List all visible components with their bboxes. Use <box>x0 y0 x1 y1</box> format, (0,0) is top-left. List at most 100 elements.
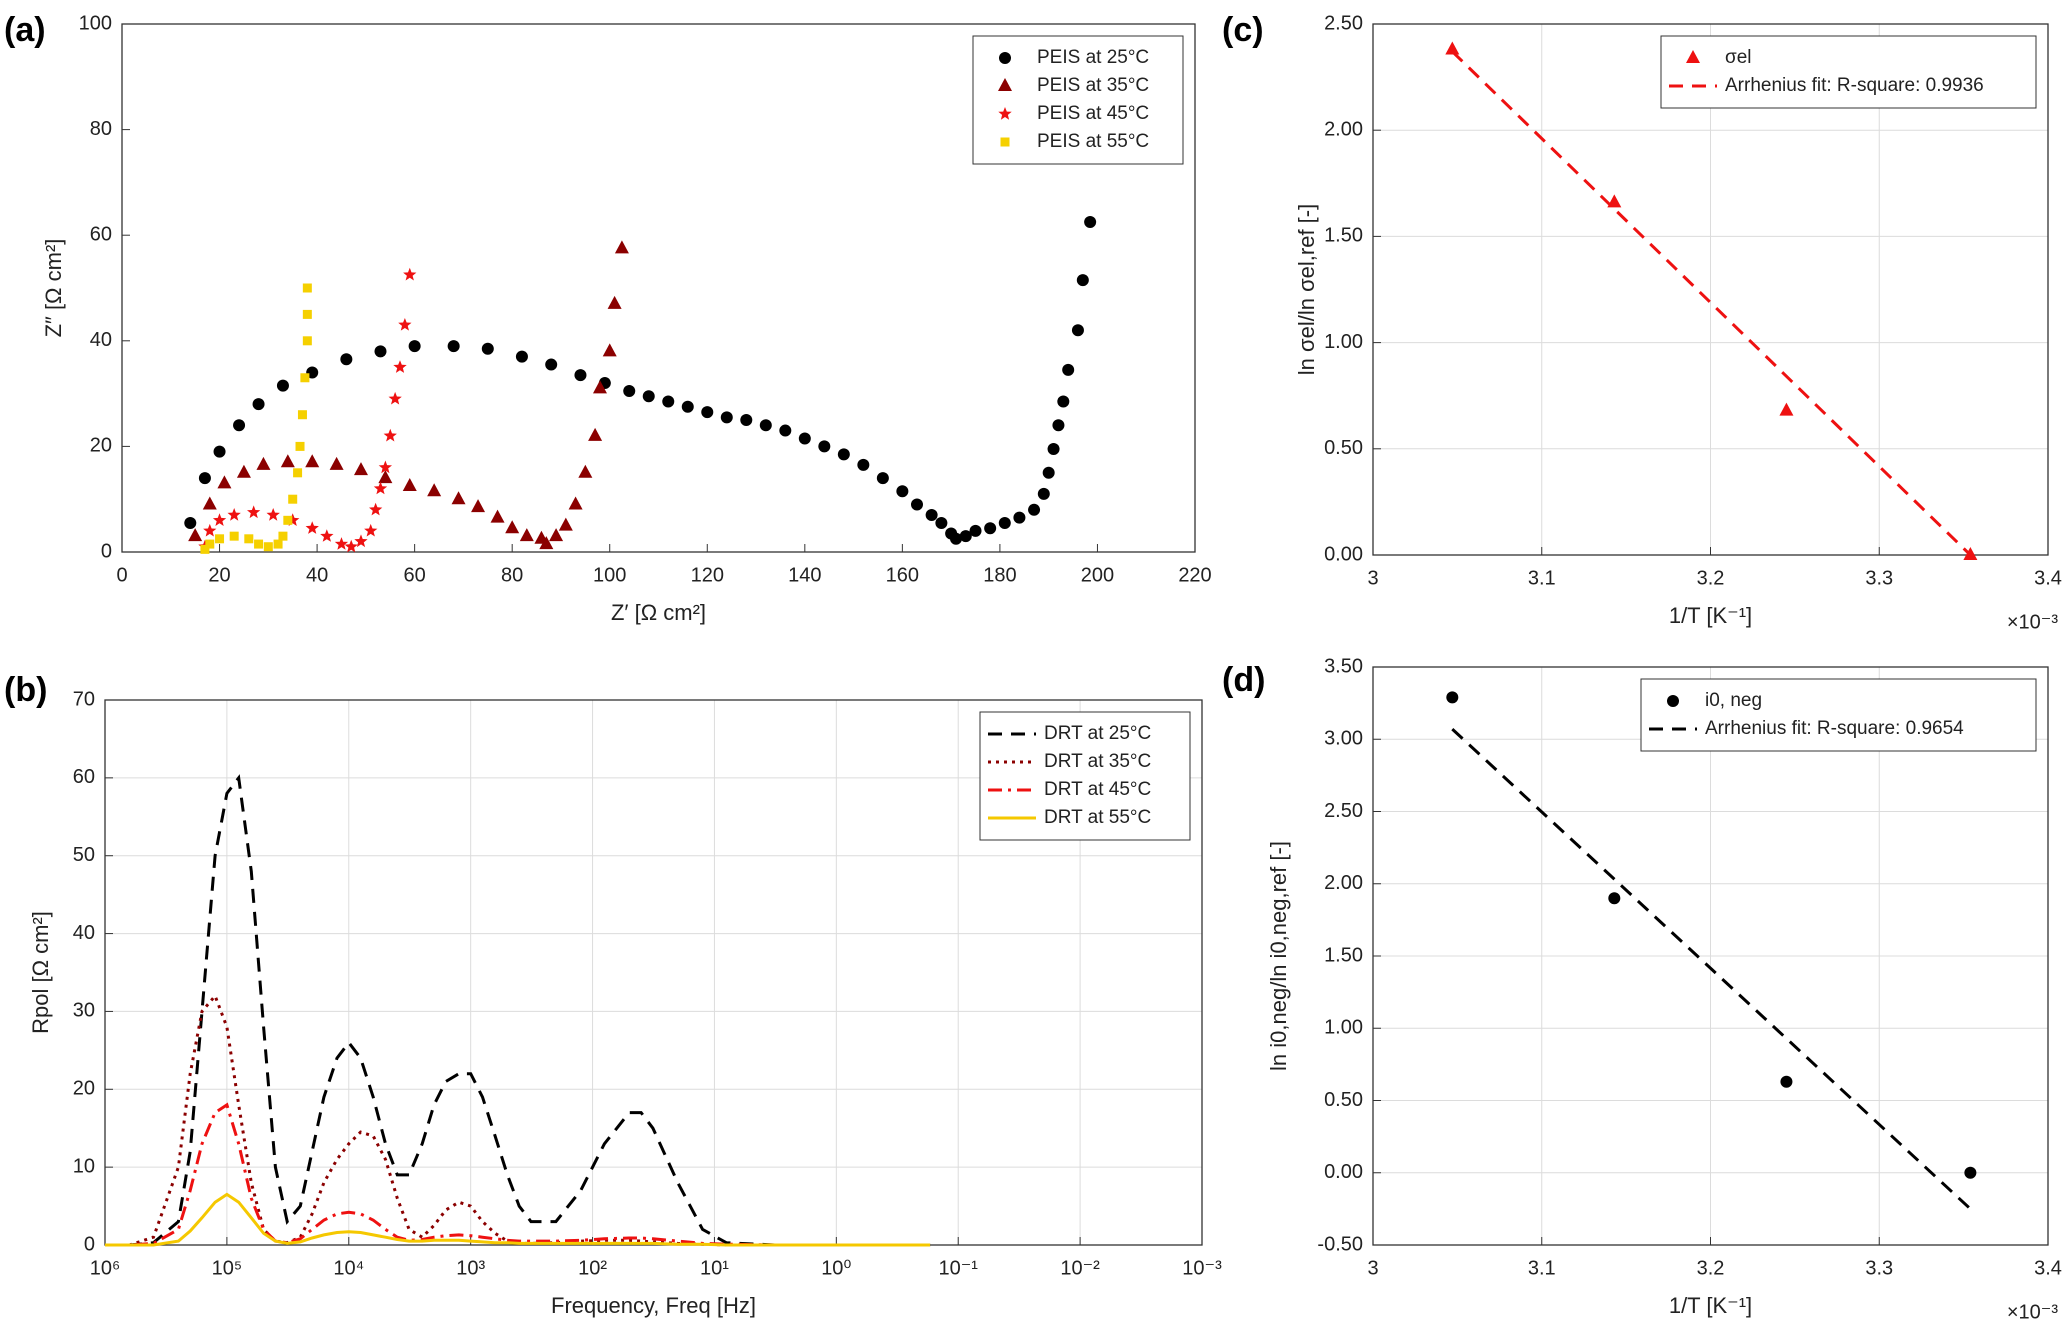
point <box>539 536 554 550</box>
point <box>896 485 909 498</box>
x-tick-label: 20 <box>208 564 230 586</box>
point <box>935 516 948 529</box>
point <box>1964 1166 1977 1179</box>
point <box>203 523 217 537</box>
point <box>568 496 583 510</box>
point <box>286 513 300 526</box>
y-tick-label: 1.00 <box>1324 331 1363 353</box>
point <box>925 509 938 522</box>
y-tick-label: 2.00 <box>1324 118 1363 140</box>
axes-box <box>1372 23 2049 556</box>
x-tick-label: 10⁰ <box>821 1257 851 1279</box>
x-tick-label: 220 <box>1178 564 1211 586</box>
point <box>490 509 505 523</box>
point <box>278 531 288 541</box>
legend-box <box>1640 678 2037 752</box>
y-tick-label: 50 <box>73 844 95 866</box>
point <box>798 432 811 445</box>
x-tick-label: 200 <box>1081 564 1114 586</box>
point <box>354 534 368 548</box>
point <box>252 398 265 411</box>
y-tick-label: 0.00 <box>1324 543 1363 565</box>
x-tick-label: 10³ <box>456 1257 485 1279</box>
y-axis-label: Rpol [Ω cm²] <box>28 911 53 1034</box>
point <box>305 454 320 468</box>
axes-box <box>1372 666 2049 1246</box>
y-tick-label: 40 <box>90 329 112 351</box>
x-multiplier: ×10⁻³ <box>2007 611 2058 633</box>
x-axis-label: 1/T [K⁻¹] <box>1669 1293 1752 1318</box>
y-tick-label: 80 <box>90 118 112 140</box>
point <box>403 267 417 281</box>
point <box>254 539 264 549</box>
y-axis-label: ln i0,neg/ln i0,neg,ref [-] <box>1266 841 1291 1071</box>
point <box>1608 892 1621 905</box>
x-tick-label: 10⁵ <box>212 1257 243 1279</box>
point <box>910 498 923 511</box>
x-tick-label: 180 <box>983 564 1016 586</box>
point <box>558 517 573 531</box>
point <box>378 460 392 474</box>
point <box>402 478 417 491</box>
point <box>1445 41 1460 55</box>
point <box>779 424 792 437</box>
point <box>229 531 239 541</box>
legend-marker <box>998 107 1012 120</box>
legend-label: Arrhenius fit: R-square: 0.9654 <box>1705 718 1964 739</box>
x-tick-label: 100 <box>593 564 626 586</box>
point <box>549 528 564 542</box>
panel: 3 3.1 3.2 3.3 3.4 -0.50 0.00 0.50 1.00 1.50 2.00 2.… <box>1222 655 2062 1323</box>
point <box>408 340 421 353</box>
point <box>857 458 870 471</box>
point <box>1047 443 1060 456</box>
y-tick-label: 30 <box>73 1000 95 1022</box>
point <box>256 456 271 470</box>
legend-marker <box>1686 50 1700 63</box>
point <box>344 539 358 553</box>
point <box>227 508 241 521</box>
point <box>614 240 629 254</box>
point <box>215 534 225 544</box>
y-tick-label: 1.00 <box>1324 1017 1363 1039</box>
point <box>217 475 232 489</box>
point <box>236 464 251 478</box>
point <box>602 343 617 357</box>
x-tick-label: 3 <box>1367 1257 1378 1279</box>
point <box>681 400 694 413</box>
legend-label: DRT at 45°C <box>1044 779 1151 800</box>
y-tick-label: 1.50 <box>1324 225 1363 247</box>
point <box>818 440 831 453</box>
point <box>1076 274 1089 287</box>
panel: 0 20 40 60 80 100 120 140 160 180 200 220 0 20 40 60 80 1… <box>4 11 1212 625</box>
point <box>519 528 534 542</box>
legend-label: σel <box>1725 47 1752 68</box>
point <box>340 353 353 366</box>
point <box>393 360 407 373</box>
point <box>1062 363 1075 376</box>
legend-label: DRT at 55°C <box>1044 807 1151 828</box>
point <box>998 516 1011 529</box>
x-tick-label: 160 <box>886 564 919 586</box>
panel-label: (b) <box>4 671 47 709</box>
x-tick-label: 80 <box>501 564 523 586</box>
point <box>263 542 273 552</box>
point <box>212 513 227 526</box>
x-tick-label: 3.3 <box>1865 567 1893 589</box>
point <box>471 499 486 513</box>
point <box>720 411 733 424</box>
point <box>302 336 312 346</box>
legend-label: PEIS at 35°C <box>1037 75 1149 96</box>
y-tick-label: 20 <box>73 1078 95 1100</box>
legend-marker <box>999 52 1011 64</box>
point <box>302 283 312 293</box>
point <box>447 340 460 353</box>
point <box>293 468 303 478</box>
y-tick-label: 100 <box>79 12 112 34</box>
point <box>353 462 368 476</box>
point <box>642 390 655 403</box>
point <box>481 342 494 355</box>
point <box>373 481 388 495</box>
point <box>398 318 412 331</box>
x-tick-label: 60 <box>404 564 426 586</box>
x-tick-label: 10⁻³ <box>1182 1257 1222 1279</box>
